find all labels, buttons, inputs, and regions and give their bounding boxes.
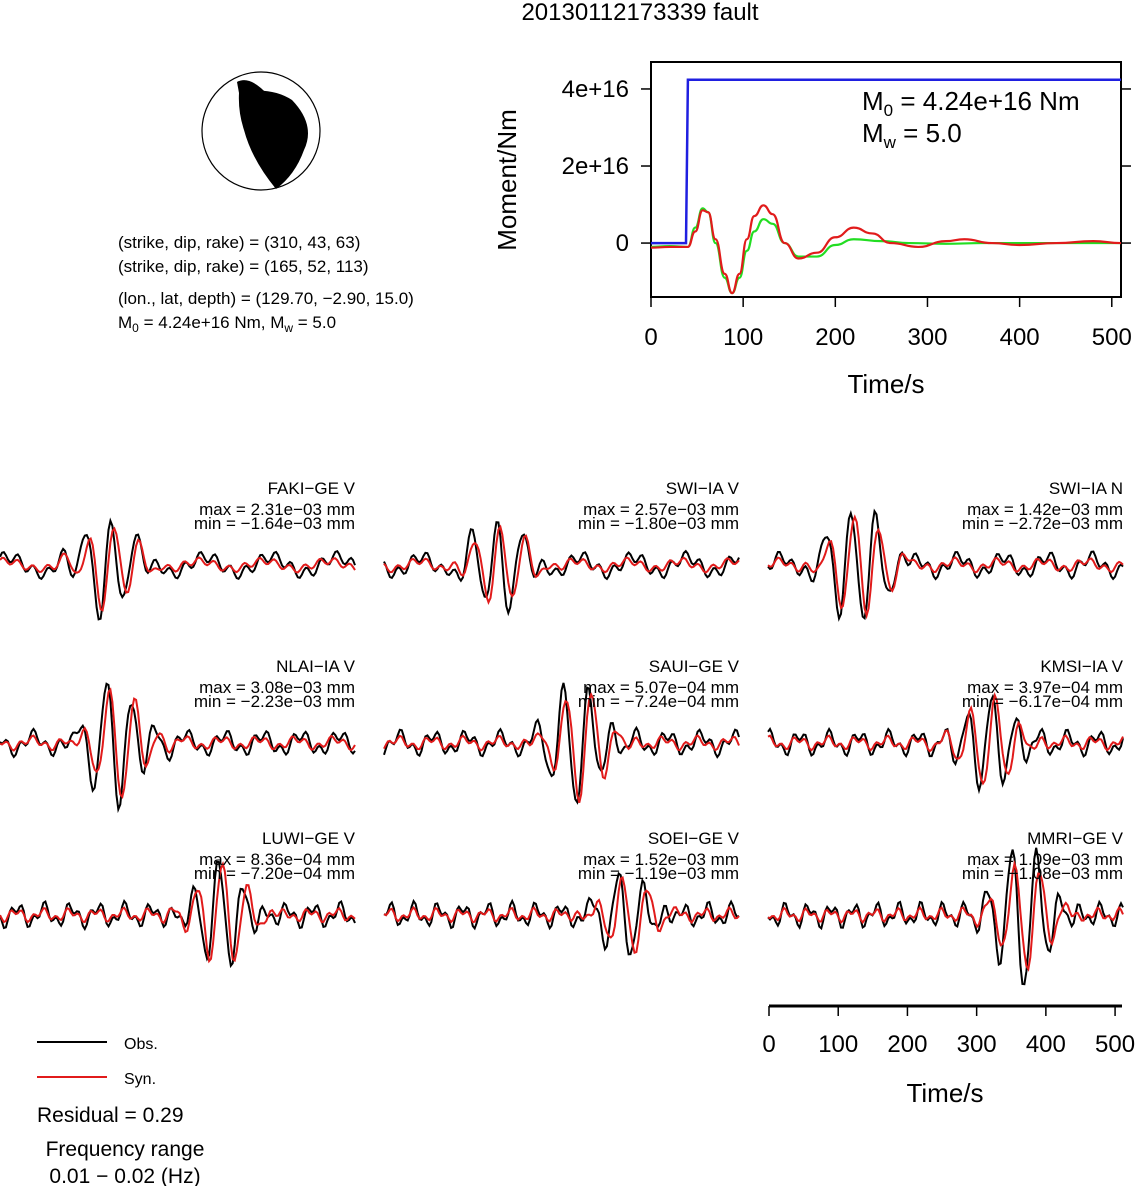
station-name: NLAI−IA V [276, 657, 356, 676]
moment-y-label: Moment/Nm [492, 109, 522, 251]
station-min: min = −7.24e−04 mm [578, 692, 739, 711]
moment-m0-annotation: M0 = 4.24e+16 Nm [862, 86, 1080, 120]
frequency-range-label: Frequency range [46, 1138, 205, 1161]
focal-mechanism-beachball [201, 71, 321, 191]
station-name: KMSI−IA V [1040, 657, 1123, 676]
moment-rate-filtered-line [650, 207, 1121, 295]
station-min: min = −1.08e−03 mm [962, 864, 1123, 883]
station-min: min = −2.23e−03 mm [194, 692, 355, 711]
station-name: FAKI−GE V [268, 479, 356, 498]
synthetic-trace [0, 860, 356, 964]
synthetic-trace [383, 524, 740, 605]
station-name: SWI−IA V [666, 479, 740, 498]
station-name: SOEI−GE V [648, 829, 740, 848]
synthetic-trace [767, 514, 1124, 620]
source-moment: M0 = 4.24e+16 Nm, Mw = 5.0 [118, 313, 336, 335]
station-min: min = −6.17e−04 mm [962, 692, 1123, 711]
station-min: min = −1.19e−03 mm [578, 864, 739, 883]
nodal-plane-2: (strike, dip, rake) = (165, 52, 113) [118, 257, 369, 276]
moment-chart-frame [650, 61, 1122, 298]
frequency-range-value: 0.01 − 0.02 (Hz) [49, 1165, 200, 1186]
station-max: max = 1.09e−03 mm [967, 850, 1123, 869]
moment-rate-synthetic-line [650, 204, 1122, 295]
waveform-x-tick-label: 100 [818, 1031, 858, 1058]
station-max: max = 8.36e−04 mm [199, 850, 355, 869]
legend: Obs. Syn. [37, 1036, 158, 1088]
station-name: SWI−IA N [1049, 479, 1123, 498]
waveform-x-tick-label: 500 [1095, 1031, 1135, 1058]
legend-syn-label: Syn. [124, 1071, 156, 1088]
nodal-plane-1: (strike, dip, rake) = (310, 43, 63) [118, 233, 360, 252]
observed-trace [383, 682, 740, 805]
station-max: max = 2.57e−03 mm [583, 500, 739, 519]
observed-trace [0, 860, 356, 969]
figure-title: 20130112173339 fault [521, 0, 758, 26]
moment-y-tick-label: 2e+16 [562, 153, 629, 180]
source-location: (lon., lat, depth) = (129.70, −2.90, 15.… [118, 289, 414, 308]
station-name: MMRI−GE V [1027, 829, 1124, 848]
waveform-x-tick-label: 400 [1026, 1031, 1066, 1058]
station-name: LUWI−GE V [262, 829, 356, 848]
moment-chart: 0 2e+16 4e+16 0 100 200 300 400 500 Moment/Nm T… [492, 61, 1132, 399]
station-max: max = 2.31e−03 mm [199, 500, 355, 519]
station-min: min = −2.72e−03 mm [962, 514, 1123, 533]
moment-y-axis: 0 2e+16 4e+16 [562, 76, 1131, 257]
synthetic-trace [767, 859, 1124, 972]
moment-x-axis: 0 100 200 300 400 500 [644, 297, 1132, 351]
station-max: max = 3.08e−03 mm [199, 678, 355, 697]
moment-x-tick-label: 300 [907, 324, 947, 351]
synthetic-trace [383, 691, 740, 803]
source-parameters: (strike, dip, rake) = (310, 43, 63) (str… [118, 233, 414, 335]
station-min: min = −1.64e−03 mm [194, 514, 355, 533]
moment-series-group [650, 78, 1122, 295]
beachball-compression-main [238, 90, 308, 189]
moment-x-label: Time/s [847, 369, 924, 399]
moment-y-tick-label: 0 [616, 230, 629, 257]
waveform-time-axis: Time/s 0 100 200 300 400 500 [762, 1004, 1135, 1108]
station-min: min = −7.20e−04 mm [194, 864, 355, 883]
synthetic-trace [0, 526, 356, 612]
moment-x-tick-label: 200 [815, 324, 855, 351]
moment-x-tick-label: 100 [723, 324, 763, 351]
moment-y-tick-label: 4e+16 [562, 76, 629, 103]
residual-label: Residual = 0.29 [37, 1104, 184, 1127]
synthetic-trace [0, 687, 356, 800]
moment-x-tick-label: 500 [1092, 324, 1132, 351]
moment-x-tick-label: 400 [1000, 324, 1040, 351]
station-min: min = −1.80e−03 mm [578, 514, 739, 533]
synthetic-trace [767, 691, 1124, 786]
station-max: max = 5.07e−04 mm [583, 678, 739, 697]
station-max: max = 3.97e−04 mm [967, 678, 1123, 697]
station-max: max = 1.52e−03 mm [583, 850, 739, 869]
waveform-x-tick-label: 300 [957, 1031, 997, 1058]
waveform-x-label: Time/s [906, 1078, 983, 1108]
moment-x-tick-label: 0 [644, 324, 657, 351]
station-max: max = 1.42e−03 mm [967, 500, 1123, 519]
waveform-x-tick-label: 0 [762, 1031, 775, 1058]
waveform-x-tick-label: 200 [887, 1031, 927, 1058]
synthetic-trace [383, 875, 740, 955]
moment-cumulative-line [651, 78, 1121, 245]
legend-obs-label: Obs. [124, 1036, 158, 1053]
moment-mw-annotation: Mw = 5.0 [862, 118, 962, 152]
station-name: SAUI−GE V [649, 657, 740, 676]
observed-trace [767, 847, 1124, 986]
